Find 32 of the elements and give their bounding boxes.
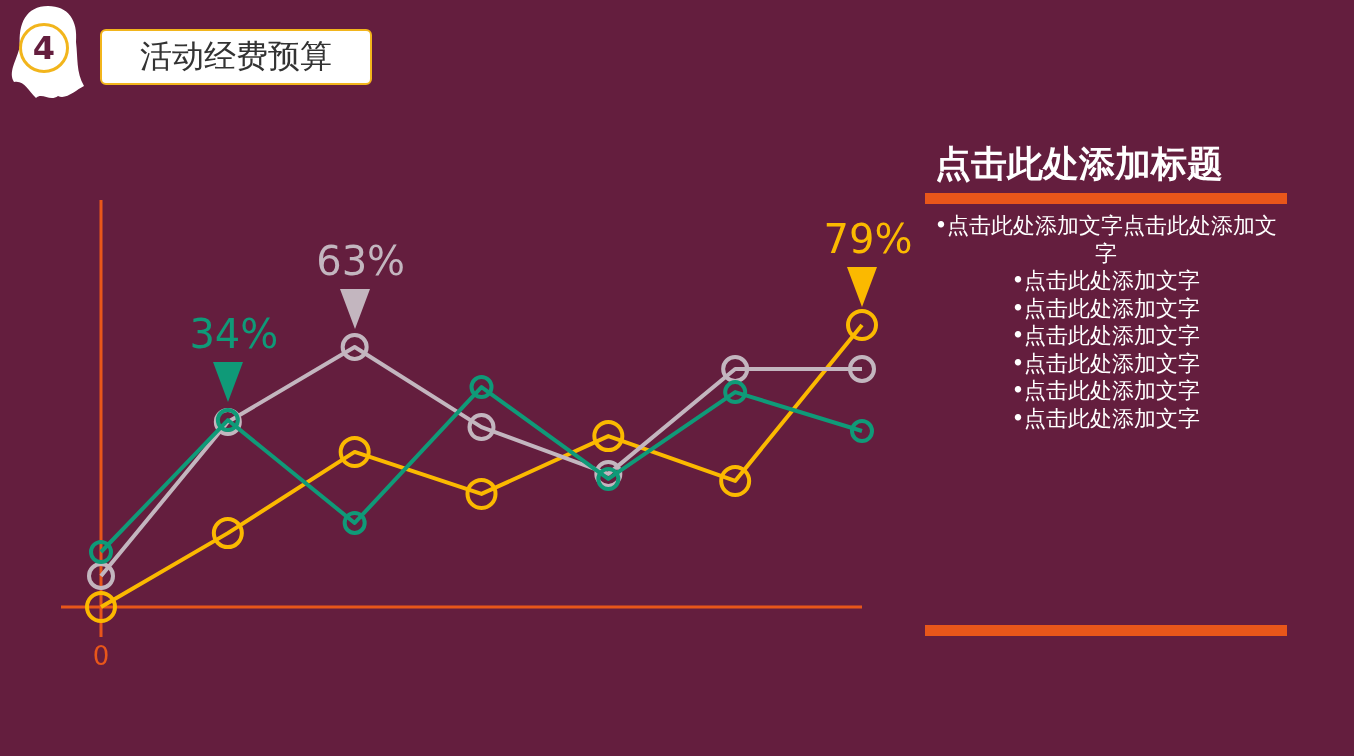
point xyxy=(850,419,874,444)
point xyxy=(723,380,748,405)
text: •点击此处添加文字 xyxy=(1010,404,1202,432)
text: 79% xyxy=(823,216,913,263)
text: 4 xyxy=(19,23,69,73)
point xyxy=(211,517,244,550)
text: •点击此处添加文字点击此处添加文字 xyxy=(933,212,1279,267)
point xyxy=(340,333,369,361)
point xyxy=(465,477,498,510)
point xyxy=(467,413,496,442)
point xyxy=(719,464,752,497)
point xyxy=(848,354,876,383)
point xyxy=(89,540,113,565)
text: •点击此处添加文字 xyxy=(1010,349,1202,377)
point xyxy=(87,561,115,590)
point xyxy=(469,375,494,400)
point xyxy=(721,354,750,383)
point xyxy=(338,435,371,468)
point xyxy=(592,420,625,453)
text: •点击此处添加文字 xyxy=(1010,294,1202,322)
text: •点击此处添加文字 xyxy=(1010,377,1202,405)
chart-title: 活动经费预算 xyxy=(100,29,372,85)
annotation: 63% xyxy=(316,238,406,285)
text: 点击此处添加标题 xyxy=(934,142,1224,186)
point xyxy=(342,510,367,535)
annotation: 34% xyxy=(189,311,279,358)
point xyxy=(596,466,621,491)
text: •点击此处添加文字 xyxy=(1010,322,1202,350)
point xyxy=(846,309,878,341)
text: 0 xyxy=(92,640,110,671)
point xyxy=(85,591,117,623)
text: •点击此处添加文字 xyxy=(1010,267,1202,295)
